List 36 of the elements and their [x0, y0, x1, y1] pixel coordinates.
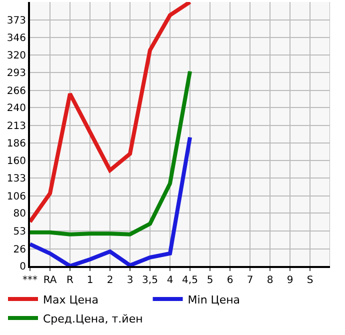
- x-tick-label: R: [66, 275, 74, 286]
- x-tick-label: 4: [166, 275, 174, 286]
- y-tick-label: 160: [6, 156, 26, 167]
- y-tick-label: 240: [6, 103, 26, 114]
- x-tick-label: 4,5: [182, 275, 198, 286]
- line-series: [30, 69, 192, 236]
- x-tick-label: 8: [266, 275, 274, 286]
- x-tick-label: RA: [43, 275, 57, 286]
- x-tick-label: 7: [246, 275, 254, 286]
- y-tick-label: 53: [13, 226, 26, 238]
- x-tick-label: 3,5: [142, 275, 158, 286]
- y-tick-label: 26: [13, 244, 26, 256]
- x-tick-label: 3: [126, 275, 134, 286]
- y-tick-label: 266: [6, 86, 26, 97]
- y-tick-label: 320: [6, 50, 26, 62]
- y-tick-label: 186: [6, 138, 26, 150]
- x-tick-label: 9: [286, 275, 294, 286]
- x-tick-label: 5: [206, 275, 214, 286]
- x-tick-label: ***: [22, 275, 38, 286]
- legend-label: Сред.Цена, т.йен: [43, 312, 143, 326]
- y-tick-label: 80: [13, 208, 26, 220]
- x-tick-label: S: [306, 275, 314, 286]
- y-tick-label: 0: [20, 262, 26, 272]
- x-tick-label: 2: [106, 275, 114, 286]
- line-series: [30, 135, 192, 266]
- y-tick-label: 106: [6, 192, 26, 203]
- legend-label: Max Цена: [43, 293, 98, 306]
- y-tick-label: 133: [6, 174, 26, 185]
- line-series: [30, 2, 192, 224]
- x-tick-label: 1: [86, 275, 94, 286]
- legend-label: Min Цена: [188, 293, 240, 306]
- x-tick-label: 6: [226, 275, 234, 286]
- y-tick-label: 373: [6, 15, 26, 26]
- y-tick-label: 346: [6, 33, 26, 44]
- y-tick-label: 293: [6, 68, 26, 80]
- y-tick-label: 213: [6, 120, 26, 132]
